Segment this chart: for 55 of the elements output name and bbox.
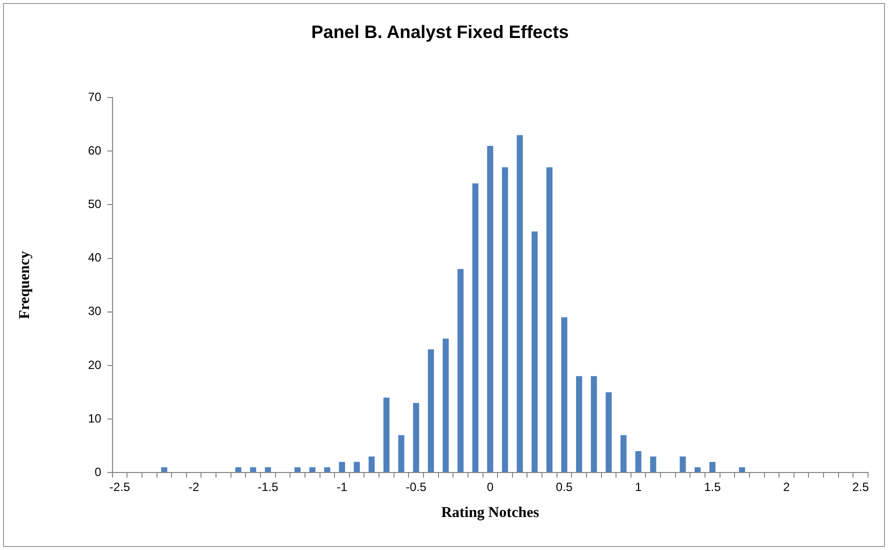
x-tick-label: -2 — [188, 480, 200, 494]
bar — [324, 467, 330, 472]
bar — [576, 376, 582, 472]
bar — [368, 456, 375, 472]
y-tick-label: 70 — [88, 90, 102, 104]
y-tick-label: 30 — [88, 304, 102, 318]
bar — [694, 467, 701, 472]
x-tick-label: -0.5 — [406, 480, 427, 494]
y-tick-label: 10 — [88, 411, 102, 426]
y-tick-label: 50 — [88, 197, 102, 212]
bar — [546, 167, 552, 472]
x-tick-label: -2.5 — [109, 480, 130, 494]
bar — [516, 135, 523, 472]
bar — [294, 467, 301, 472]
bar — [606, 392, 612, 472]
bar — [472, 183, 478, 472]
chart-title: Panel B. Analyst Fixed Effects — [311, 22, 569, 42]
bar — [680, 456, 686, 472]
bar — [442, 338, 449, 472]
bar — [709, 462, 716, 472]
bar — [338, 462, 346, 472]
y-axis-title: Frequency — [16, 250, 33, 320]
bar — [354, 462, 360, 472]
bar — [532, 232, 538, 472]
y-tick-label: 40 — [88, 250, 102, 265]
x-tick-label: 2.5 — [852, 480, 870, 494]
x-tick-label: 0.5 — [556, 480, 573, 494]
bar — [235, 467, 242, 472]
y-tick-label: 20 — [88, 358, 102, 372]
bar — [635, 451, 642, 472]
x-tick-label: 2 — [783, 480, 790, 494]
bar — [428, 349, 434, 472]
x-tick-label: 0 — [486, 480, 494, 494]
bar — [250, 467, 256, 472]
bar — [309, 467, 316, 472]
bar — [383, 398, 390, 472]
bar — [458, 269, 464, 472]
y-tick-label: 0 — [94, 464, 102, 479]
bar — [739, 467, 746, 472]
x-tick-label: 1.5 — [704, 480, 722, 494]
x-tick-label: -1 — [336, 480, 348, 494]
bar — [561, 317, 568, 472]
bar — [264, 467, 271, 472]
y-tick-label: 60 — [88, 143, 102, 158]
bar — [620, 435, 627, 472]
bar — [590, 376, 597, 472]
x-tick-label: 1 — [634, 480, 642, 494]
bar — [650, 456, 656, 472]
bar — [487, 146, 494, 472]
x-axis-title: Rating Notches — [441, 504, 540, 521]
bar — [413, 402, 420, 472]
x-tick-label: -1.5 — [258, 480, 279, 494]
bar — [502, 167, 508, 472]
bar — [398, 435, 404, 472]
bar — [161, 467, 168, 472]
